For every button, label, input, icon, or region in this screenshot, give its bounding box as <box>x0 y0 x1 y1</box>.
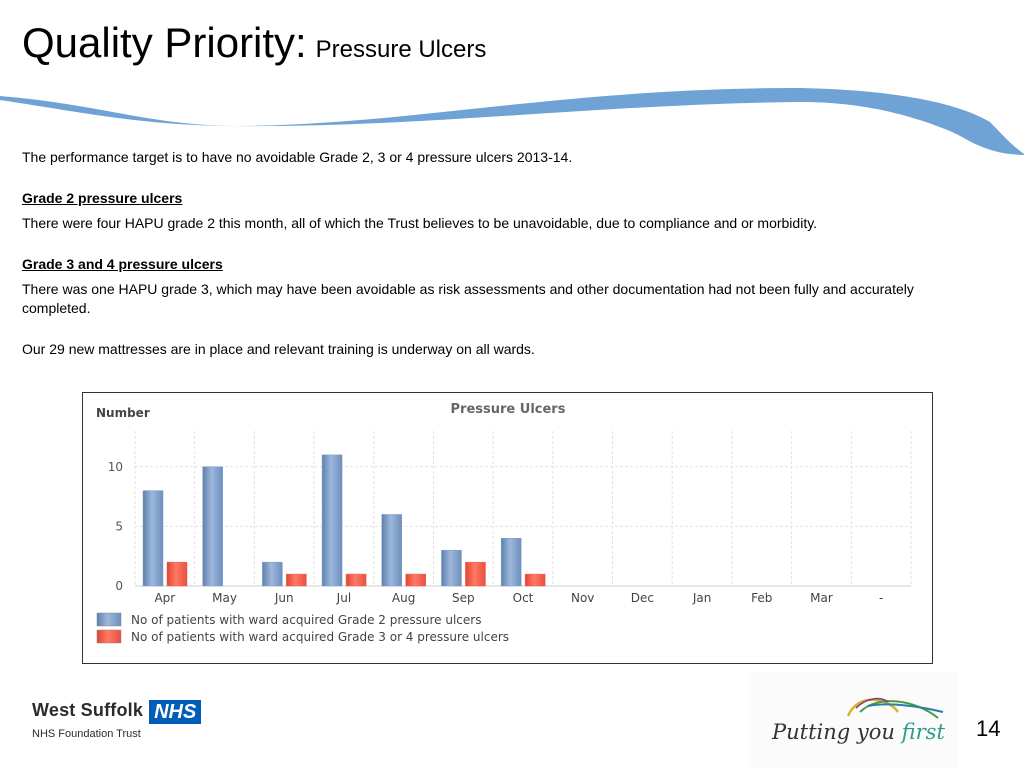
y-tick-label: 10 <box>108 460 123 474</box>
x-tick-label: Feb <box>751 591 772 605</box>
bar-grade2 <box>441 549 462 587</box>
tagline-start: Putting you <box>772 720 895 744</box>
chart-title: Pressure Ulcers <box>451 402 566 417</box>
y-axis-label: Number <box>96 406 150 420</box>
bar-grade2 <box>262 561 283 587</box>
x-tick-label: Aug <box>392 591 415 605</box>
pressure-ulcers-chart: Pressure Ulcers Number 0 5 10 Apr May Jun Jul… <box>82 392 933 664</box>
bar-grade2 <box>381 514 403 587</box>
swirl-graphic <box>846 697 944 719</box>
x-tick-label: Oct <box>513 591 534 605</box>
grade34-text: There was one HAPU grade 3, which may ha… <box>22 281 914 316</box>
x-tick-label: Sep <box>452 591 475 605</box>
legend-swatch-grade2 <box>96 612 122 627</box>
slide-title: Quality Priority: Pressure Ulcers <box>22 22 486 64</box>
bar-grade34 <box>465 561 486 587</box>
grade2-text: There were four HAPU grade 2 this month,… <box>22 215 818 231</box>
tagline: Putting you first <box>772 720 945 744</box>
legend-swatch-grade34 <box>96 629 122 644</box>
x-tick-label: Jul <box>336 591 351 605</box>
x-tick-label: - <box>879 591 883 605</box>
bar-grade34 <box>345 573 367 587</box>
x-tick-label: Mar <box>810 591 833 605</box>
grade2-heading: Grade 2 pressure ulcers <box>22 190 183 206</box>
x-tick-label: Jun <box>274 591 294 605</box>
nhs-badge: NHS <box>149 700 202 724</box>
bar-grade2 <box>500 538 522 587</box>
x-tick-label: Apr <box>154 591 175 605</box>
legend-label-grade2: No of patients with ward acquired Grade … <box>131 613 481 627</box>
page-number: 14 <box>976 716 1001 741</box>
title-main: Quality Priority: <box>22 19 307 66</box>
bar-grade34 <box>166 561 188 587</box>
mattress-text: Our 29 new mattresses are in place and r… <box>22 341 535 357</box>
putting-you-first-logo: Putting you first <box>748 672 958 768</box>
tagline-accent: first <box>901 720 945 744</box>
intro-text: The performance target is to have no avo… <box>22 149 573 165</box>
bar-grade34 <box>524 573 546 587</box>
y-tick-label: 5 <box>115 519 123 533</box>
org-subtitle: NHS Foundation Trust <box>32 728 141 740</box>
grade34-heading: Grade 3 and 4 pressure ulcers <box>22 256 223 272</box>
west-suffolk-logo: West Suffolk NHS NHS Foundation Trust <box>32 700 202 740</box>
bar-grade2 <box>142 490 164 587</box>
bar-grade34 <box>286 573 307 587</box>
legend-label-grade34: No of patients with ward acquired Grade … <box>131 630 509 644</box>
title-sub: Pressure Ulcers <box>315 36 487 63</box>
bar-grade34 <box>405 573 427 587</box>
body-text: The performance target is to have no avo… <box>22 148 982 359</box>
bar-grade2 <box>321 454 343 587</box>
x-tick-label: May <box>212 591 237 605</box>
bar-grade2 <box>202 466 223 587</box>
org-name: West Suffolk <box>32 700 144 721</box>
x-tick-label: Nov <box>571 591 594 605</box>
x-tick-label: Dec <box>631 591 654 605</box>
x-tick-label: Jan <box>692 591 712 605</box>
chart-svg: Pressure Ulcers Number 0 5 10 Apr May Jun Jul… <box>96 402 912 644</box>
y-tick-label: 0 <box>115 579 123 593</box>
